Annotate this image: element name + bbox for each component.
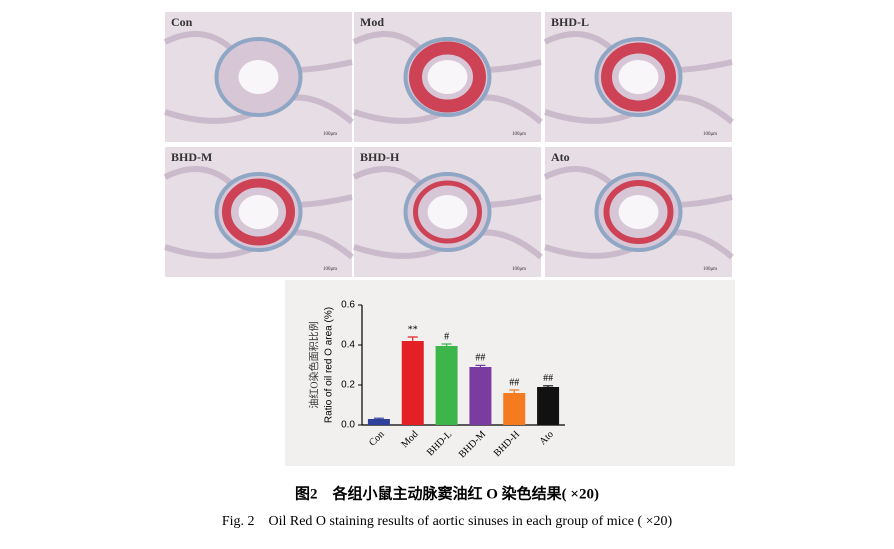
bar [469,367,492,425]
micrograph-panel: BHD-M 100μm [163,147,354,277]
significance-label: ## [543,373,553,384]
micrograph-panel: Con 100μm [163,12,354,142]
lumen [427,195,468,229]
lumen [238,60,279,94]
significance-label: ## [475,353,485,364]
lumen [618,195,659,229]
y-tick-label: 0.0 [341,420,355,431]
significance-label: # [444,331,449,342]
caption-cn: 图2 各组小鼠主动脉窦油红 O 染色结果( ×20) [295,484,599,502]
panel-label: Ato [551,150,570,164]
error-bar [407,336,418,341]
error-bar [475,364,486,367]
y-axis-label-cn: 油红O染色面积比例 [307,321,320,408]
scale-bar-label: 100μm [703,267,717,272]
micrograph-panel: BHD-H 100μm [352,147,543,277]
lumen [427,60,468,94]
panel-label: Con [171,15,193,29]
y-tick-label: 0.4 [341,340,355,351]
micrograph-panel: Ato 100μm [543,147,734,277]
bar [401,341,424,425]
lumen [238,195,279,229]
bar [537,387,560,425]
scale-bar-label: 100μm [703,132,717,137]
scale-bar-label: 100μm [323,132,337,137]
error-bar [509,389,520,393]
lipid-stain [409,41,486,113]
panel-label: BHD-H [360,150,400,164]
lumen [618,60,659,94]
panel-label: BHD-L [551,15,589,29]
lipid-stain [601,42,676,112]
scale-bar-label: 100μm [323,267,337,272]
panel-label: BHD-M [171,150,212,164]
micrograph-panel: Mod 100μm [352,12,543,142]
panel-label: Mod [360,15,384,29]
y-tick-label: 0.6 [341,300,355,311]
significance-label: ## [509,377,519,388]
bar [503,393,526,425]
error-bar [441,343,452,346]
micrograph-panel: BHD-L 100μm [543,12,734,142]
error-bar [543,385,554,387]
lipid-stain [603,180,674,244]
error-bar [373,417,384,419]
scale-bar-label: 100μm [512,267,526,272]
bar [367,419,390,425]
bar [435,346,458,425]
y-tick-label: 0.2 [341,380,355,391]
y-axis-label: Ratio of oil red O area (%) [324,307,335,423]
scale-bar-label: 100μm [512,132,526,137]
lipid-stain [222,178,295,246]
chart-background [285,280,735,466]
lipid-stain [413,180,482,244]
caption-en: Fig. 2 Oil Red O staining results of aor… [222,514,673,529]
significance-label: ** [408,324,418,335]
